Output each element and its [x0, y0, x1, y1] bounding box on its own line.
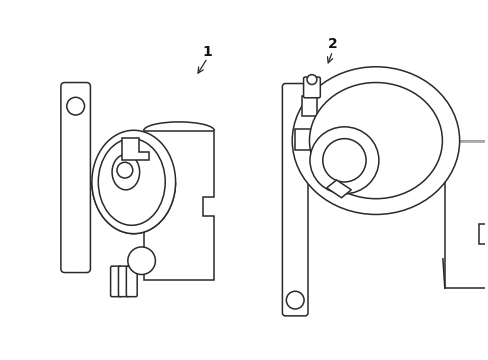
Ellipse shape: [112, 154, 140, 190]
Polygon shape: [143, 131, 214, 280]
Ellipse shape: [292, 67, 459, 215]
Circle shape: [117, 162, 132, 178]
Polygon shape: [326, 180, 350, 198]
Circle shape: [322, 139, 366, 182]
Circle shape: [306, 75, 316, 85]
FancyBboxPatch shape: [61, 82, 90, 273]
Ellipse shape: [92, 130, 175, 234]
Text: 1: 1: [203, 45, 212, 59]
FancyBboxPatch shape: [126, 266, 137, 297]
Circle shape: [286, 291, 304, 309]
FancyBboxPatch shape: [295, 129, 314, 150]
Ellipse shape: [98, 139, 165, 225]
Polygon shape: [122, 138, 148, 160]
Text: 2: 2: [327, 37, 337, 51]
FancyBboxPatch shape: [282, 84, 307, 316]
FancyBboxPatch shape: [303, 77, 320, 98]
FancyBboxPatch shape: [110, 266, 121, 297]
Ellipse shape: [309, 82, 442, 199]
Ellipse shape: [309, 127, 378, 194]
Circle shape: [67, 97, 84, 115]
Polygon shape: [444, 141, 488, 288]
Circle shape: [127, 247, 155, 275]
Polygon shape: [302, 96, 316, 116]
FancyBboxPatch shape: [118, 266, 129, 297]
